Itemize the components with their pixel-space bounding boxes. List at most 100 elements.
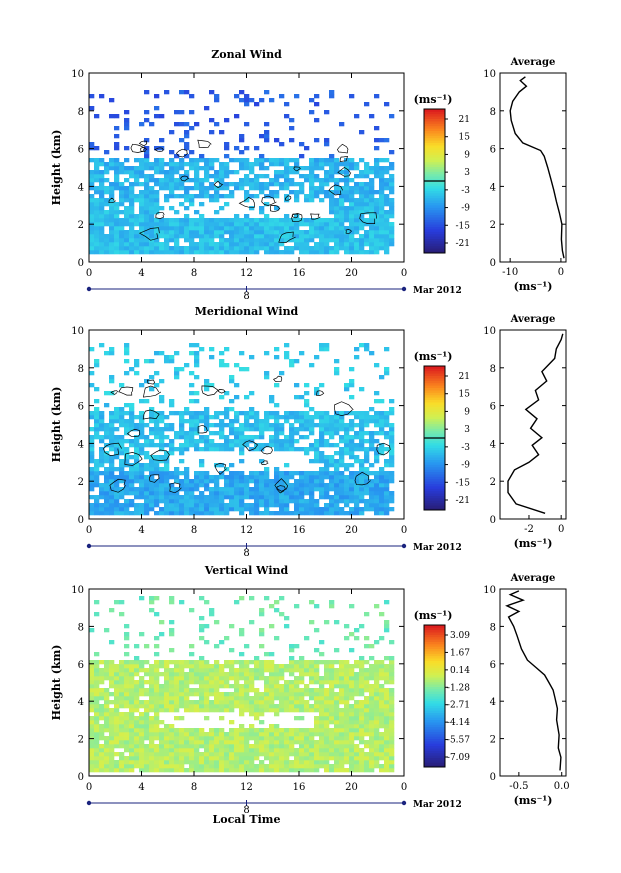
heatmap-cell [314, 499, 320, 504]
heatmap-cell [124, 479, 130, 484]
heatmap-cell [209, 740, 215, 745]
heatmap-cell [189, 736, 195, 741]
heatmap-cell [214, 676, 220, 681]
heatmap-cell [324, 463, 330, 468]
heatmap-cell [179, 367, 185, 372]
heatmap-cell [94, 752, 100, 757]
heatmap-cell [289, 190, 295, 195]
heatmap-cell [149, 359, 155, 364]
heatmap-cell [359, 130, 365, 135]
heatmap-cell [299, 242, 305, 247]
heatmap-cell [189, 652, 195, 657]
heatmap-cell [279, 688, 285, 693]
heatmap-cell [134, 656, 140, 661]
heatmap-cell [329, 170, 335, 175]
heatmap-cell [359, 443, 365, 448]
colorbar-tick-label: 1.67 [450, 648, 470, 658]
heatmap-cell [214, 234, 220, 239]
heatmap-cell [309, 756, 315, 761]
heatmap-cell [139, 752, 145, 757]
heatmap-cell [89, 178, 95, 183]
colorbar-segment [424, 714, 445, 718]
heatmap-cell [294, 692, 300, 697]
heatmap-cell [249, 511, 255, 516]
heatmap-cell [294, 479, 300, 484]
heatmap-cell [194, 174, 200, 179]
heatmap-cell [364, 455, 370, 460]
heatmap-cell [299, 238, 305, 243]
heatmap-cell [109, 680, 115, 685]
heatmap-cell [344, 439, 350, 444]
heatmap-cell [304, 423, 310, 428]
colorbar-segment [424, 677, 445, 680]
heatmap-cell [344, 214, 350, 219]
heatmap-cell [264, 652, 270, 657]
heatmap-cell [309, 748, 315, 753]
x-tick-label: 16 [293, 525, 306, 536]
heatmap-cell [169, 186, 175, 191]
heatmap-cell [304, 728, 310, 733]
heatmap-cell [129, 487, 135, 492]
heatmap-cell [374, 760, 380, 765]
colorbar-segment [424, 373, 445, 376]
heatmap-cell [344, 672, 350, 677]
heatmap-cell [389, 756, 395, 761]
heatmap-cell [249, 391, 255, 396]
heatmap-cell [179, 218, 185, 223]
heatmap-cell [219, 463, 225, 468]
heatmap-cell [124, 118, 130, 123]
heatmap-cell [254, 423, 260, 428]
heatmap-cell [199, 684, 205, 689]
heatmap-cell [204, 162, 210, 167]
heatmap-cell [379, 736, 385, 741]
heatmap-cell [159, 684, 165, 689]
heatmap-cell [299, 218, 305, 223]
heatmap-cell [94, 463, 100, 468]
heatmap-cell [204, 238, 210, 243]
heatmap-cell [194, 487, 200, 492]
heatmap-cell [339, 752, 345, 757]
heatmap-cell [324, 664, 330, 669]
heatmap-cell [214, 198, 220, 203]
heatmap-cell [349, 218, 355, 223]
heatmap-cell [104, 391, 110, 396]
heatmap-cell [324, 688, 330, 693]
heatmap-cell [154, 427, 160, 432]
heatmap-cell [219, 744, 225, 749]
heatmap-cell [114, 704, 120, 709]
colorbar-segment [424, 178, 445, 182]
heatmap-cell [234, 696, 240, 701]
heatmap-cell [299, 415, 305, 420]
heatmap-cell [129, 732, 135, 737]
heatmap-cell [234, 419, 240, 424]
heatmap-cell [99, 411, 105, 416]
heatmap-cell [234, 479, 240, 484]
heatmap-cell [259, 435, 265, 440]
heatmap-cell [359, 250, 365, 255]
heatmap-cell [359, 672, 365, 677]
heatmap-cell [304, 708, 310, 713]
heatmap-cell [329, 419, 335, 424]
heatmap-cell [164, 234, 170, 239]
heatmap-cell [314, 700, 320, 705]
heatmap-cell [349, 495, 355, 500]
heatmap-cell [89, 700, 95, 705]
heatmap-cell [349, 395, 355, 400]
heatmap-cell [119, 720, 125, 725]
heatmap-cell [284, 507, 290, 512]
heatmap-cell [289, 234, 295, 239]
heatmap-cell [129, 423, 135, 428]
heatmap-cell [139, 688, 145, 693]
heatmap-cell [134, 178, 140, 183]
heatmap-cell [139, 234, 145, 239]
heatmap-cell [169, 447, 175, 452]
heatmap-cell [219, 732, 225, 737]
heatmap-cell [239, 664, 245, 669]
heatmap-cell [339, 230, 345, 235]
heatmap-cell [354, 495, 360, 500]
contour-line [138, 140, 148, 147]
heatmap-cell [144, 190, 150, 195]
heatmap-cell [149, 459, 155, 464]
